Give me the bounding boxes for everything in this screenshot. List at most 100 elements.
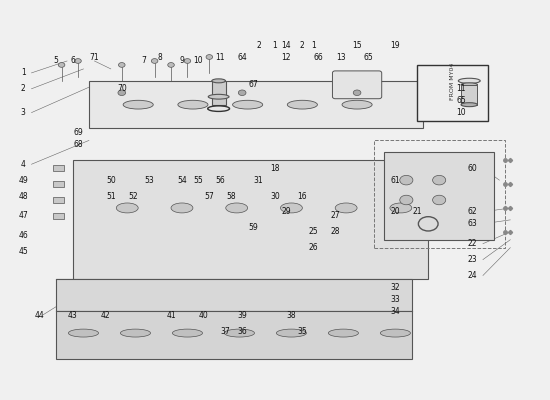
Ellipse shape: [226, 203, 248, 213]
Ellipse shape: [461, 103, 477, 107]
Text: 38: 38: [287, 311, 296, 320]
Bar: [461, 85, 477, 105]
Circle shape: [206, 55, 213, 59]
Text: 19: 19: [390, 40, 400, 50]
Ellipse shape: [208, 94, 229, 99]
Ellipse shape: [390, 203, 412, 213]
Text: 24: 24: [467, 271, 477, 280]
Circle shape: [353, 90, 361, 96]
Text: 11: 11: [456, 84, 466, 93]
Ellipse shape: [287, 100, 317, 109]
Text: 65: 65: [363, 52, 373, 62]
Bar: [373, 140, 505, 248]
Ellipse shape: [276, 329, 306, 337]
Ellipse shape: [123, 100, 153, 109]
Bar: [53, 165, 64, 171]
Text: 37: 37: [221, 326, 230, 336]
Text: FROM MY04: FROM MY04: [450, 62, 455, 100]
Polygon shape: [56, 280, 412, 311]
Text: 43: 43: [68, 311, 78, 320]
Text: 10: 10: [456, 108, 466, 117]
Circle shape: [400, 195, 413, 205]
Circle shape: [75, 58, 81, 63]
Text: 47: 47: [18, 211, 28, 220]
Text: 50: 50: [106, 176, 116, 185]
Text: 62: 62: [467, 208, 477, 216]
Text: 61: 61: [390, 176, 400, 185]
Text: 45: 45: [18, 247, 28, 256]
Text: 13: 13: [336, 52, 345, 62]
Text: 58: 58: [227, 192, 236, 200]
Text: 2: 2: [300, 40, 305, 50]
Ellipse shape: [224, 329, 255, 337]
Text: 33: 33: [390, 295, 400, 304]
Text: 64: 64: [237, 52, 247, 62]
Ellipse shape: [171, 203, 193, 213]
Text: 26: 26: [309, 243, 318, 252]
Text: 69: 69: [73, 128, 83, 137]
Text: 55: 55: [194, 176, 204, 185]
Text: 18: 18: [270, 164, 280, 173]
Text: 21: 21: [412, 208, 422, 216]
Text: 29: 29: [281, 208, 291, 216]
Polygon shape: [384, 152, 494, 240]
Ellipse shape: [381, 329, 410, 337]
Circle shape: [184, 58, 191, 63]
Text: 1: 1: [21, 68, 26, 77]
Bar: [417, 65, 488, 120]
Circle shape: [118, 62, 125, 67]
Circle shape: [433, 195, 446, 205]
Text: 65: 65: [456, 96, 466, 105]
Text: 35: 35: [298, 326, 307, 336]
Text: 40: 40: [199, 311, 209, 320]
Text: 57: 57: [205, 192, 214, 200]
Text: 20: 20: [390, 208, 400, 216]
Text: 60: 60: [467, 164, 477, 173]
Text: 54: 54: [177, 176, 187, 185]
Ellipse shape: [178, 100, 208, 109]
Ellipse shape: [212, 79, 225, 83]
Text: 59: 59: [248, 223, 258, 232]
Bar: [212, 81, 226, 105]
Polygon shape: [89, 81, 423, 128]
Text: 49: 49: [18, 176, 28, 185]
Text: 1: 1: [311, 40, 316, 50]
Text: 46: 46: [18, 231, 28, 240]
Text: 30: 30: [270, 192, 280, 200]
Text: 66: 66: [314, 52, 323, 62]
Circle shape: [58, 62, 65, 67]
Text: 68: 68: [73, 140, 83, 149]
Ellipse shape: [68, 329, 98, 337]
Circle shape: [238, 90, 246, 96]
Polygon shape: [73, 160, 428, 280]
Text: 48: 48: [19, 192, 28, 200]
Text: 14: 14: [281, 40, 291, 50]
Circle shape: [400, 175, 413, 185]
Ellipse shape: [172, 329, 202, 337]
Text: 70: 70: [117, 84, 126, 93]
Text: 6: 6: [70, 56, 75, 66]
Text: 42: 42: [101, 311, 110, 320]
Text: 44: 44: [35, 311, 45, 320]
Ellipse shape: [461, 83, 477, 87]
Text: 1: 1: [273, 40, 277, 50]
Ellipse shape: [335, 203, 357, 213]
Text: 2: 2: [21, 84, 26, 93]
Polygon shape: [56, 311, 412, 359]
Text: 51: 51: [106, 192, 116, 200]
Circle shape: [151, 58, 158, 63]
Text: 9: 9: [179, 56, 184, 66]
Text: 5: 5: [54, 56, 58, 66]
Text: 56: 56: [216, 176, 225, 185]
Text: 12: 12: [281, 52, 291, 62]
Text: 67: 67: [248, 80, 258, 89]
Text: 11: 11: [216, 52, 225, 62]
FancyBboxPatch shape: [332, 71, 382, 99]
Circle shape: [433, 175, 446, 185]
Text: 3d parts: 3d parts: [118, 192, 300, 304]
Text: 27: 27: [331, 211, 340, 220]
Text: 10: 10: [194, 56, 203, 66]
Text: 39: 39: [237, 311, 247, 320]
Text: 16: 16: [298, 192, 307, 200]
Text: 52: 52: [128, 192, 138, 200]
